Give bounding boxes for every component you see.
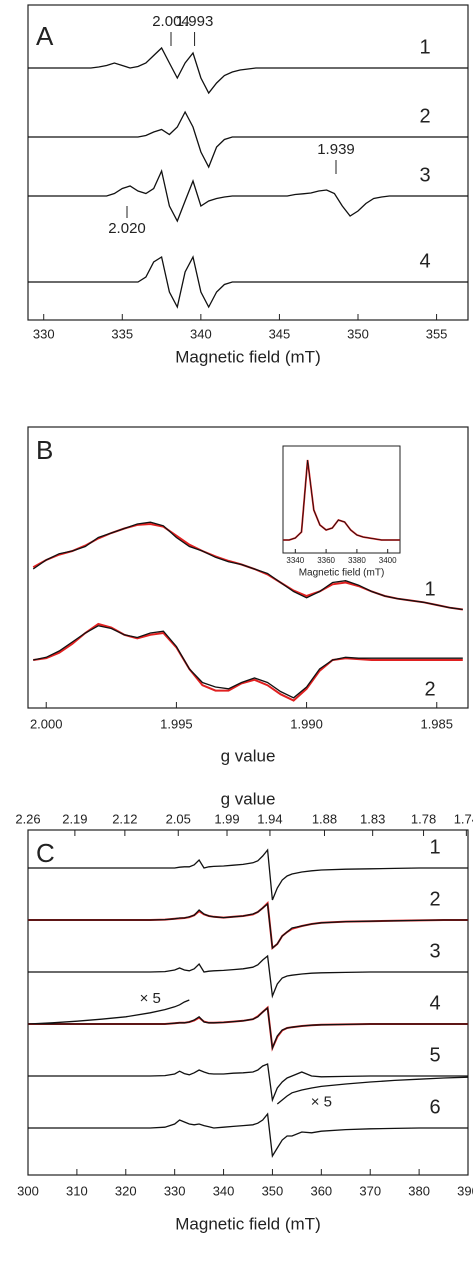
expanded-line — [276, 1076, 469, 1105]
spectrum-line — [33, 625, 463, 699]
x-tick-label: 2.000 — [30, 716, 63, 731]
inset-tick-label: 3380 — [348, 556, 366, 565]
x-tick-label: 380 — [408, 1183, 430, 1198]
inset-frame — [282, 445, 401, 554]
trace-label: 1 — [424, 578, 435, 600]
spectrum-line — [28, 1006, 468, 1051]
x-tick-label: 335 — [111, 326, 133, 341]
trace-label: 2 — [419, 105, 430, 127]
trace-label: 6 — [429, 1096, 440, 1118]
annotation: 1.939 — [317, 141, 355, 158]
spectrum-line — [28, 46, 468, 95]
inset-tick-label: 3400 — [379, 556, 397, 565]
spectrum-line — [28, 902, 468, 950]
inset-tick-label: 3360 — [317, 556, 335, 565]
x-tick-label: 1.990 — [290, 716, 323, 731]
x-tick-label: 370 — [359, 1183, 381, 1198]
x2-tick-label: 2.12 — [112, 811, 137, 826]
x2-axis-label: g value — [221, 789, 276, 808]
trace-label: 4 — [419, 250, 430, 272]
x-tick-label: 360 — [310, 1183, 332, 1198]
trace-label: 1 — [429, 836, 440, 858]
panel-letter: B — [36, 435, 53, 465]
x-tick-label: 345 — [269, 326, 291, 341]
trace-label: 2 — [429, 888, 440, 910]
plot-frame — [27, 829, 469, 1176]
x-tick-label: 340 — [190, 326, 212, 341]
x2-tick-label: 1.78 — [411, 811, 436, 826]
x2-tick-label: 1.88 — [312, 811, 337, 826]
x2-tick-label: 2.05 — [166, 811, 191, 826]
trace-label: 5 — [429, 1044, 440, 1066]
x-tick-label: 300 — [17, 1183, 39, 1198]
spectrum-line — [28, 954, 468, 999]
spectrum-line — [28, 110, 468, 169]
spectrum-line — [28, 1063, 468, 1103]
x2-tick-label: 1.99 — [214, 811, 239, 826]
x-tick-label: 355 — [426, 326, 448, 341]
x-tick-label: 320 — [115, 1183, 137, 1198]
scale-note: × 5 — [140, 990, 161, 1007]
x2-tick-label: 1.94 — [257, 811, 282, 826]
plot-frame — [27, 4, 469, 321]
plot-frame — [27, 426, 469, 709]
annotation: 2.020 — [108, 220, 146, 237]
x-tick-label: 390 — [457, 1183, 473, 1198]
fit-line — [28, 901, 468, 950]
x-tick-label: 340 — [213, 1183, 235, 1198]
fit-line — [33, 622, 463, 702]
spectrum-line — [28, 1112, 468, 1158]
inset-line — [283, 459, 400, 541]
annotation: 1.993 — [176, 13, 214, 30]
inset-tick-label: 3340 — [286, 556, 304, 565]
inset-axis-label: Magnetic field (mT) — [299, 568, 385, 579]
x2-tick-label: 2.26 — [15, 811, 40, 826]
spectrum-line — [28, 255, 468, 309]
x-tick-label: 1.995 — [160, 716, 193, 731]
trace-label: 3 — [429, 940, 440, 962]
panel-letter: C — [36, 838, 55, 868]
x-axis-label: g value — [221, 746, 276, 765]
x2-tick-label: 1.83 — [360, 811, 385, 826]
trace-label: 3 — [419, 164, 430, 186]
x-tick-label: 310 — [66, 1183, 88, 1198]
x-axis-label: Magnetic field (mT) — [175, 347, 320, 366]
x-tick-label: 350 — [262, 1183, 284, 1198]
scale-note: × 5 — [311, 1093, 332, 1110]
trace-label: 4 — [429, 992, 440, 1014]
spectrum-line — [28, 168, 468, 223]
x-tick-label: 330 — [33, 326, 55, 341]
spectrum-line — [32, 521, 463, 611]
panel-letter: A — [36, 21, 54, 51]
x-axis-label: Magnetic field (mT) — [175, 1214, 320, 1233]
x2-tick-label: 2.19 — [62, 811, 87, 826]
x-tick-label: 330 — [164, 1183, 186, 1198]
spectrum-line — [28, 848, 468, 901]
expanded-line — [27, 999, 190, 1025]
x-tick-label: 1.985 — [420, 716, 453, 731]
trace-label: 1 — [419, 36, 430, 58]
trace-label: 2 — [424, 678, 435, 700]
fit-line — [28, 1005, 468, 1052]
annotation: 2.004 — [152, 13, 190, 30]
x2-tick-label: 1.74 — [454, 811, 473, 826]
x-tick-label: 350 — [347, 326, 369, 341]
